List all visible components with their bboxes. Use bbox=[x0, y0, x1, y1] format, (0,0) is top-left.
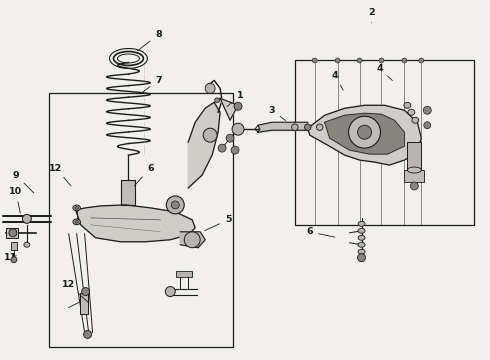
Text: 8: 8 bbox=[138, 30, 162, 51]
Circle shape bbox=[402, 58, 407, 63]
Ellipse shape bbox=[75, 207, 78, 209]
Text: 1: 1 bbox=[227, 91, 244, 107]
Ellipse shape bbox=[23, 214, 31, 223]
Polygon shape bbox=[308, 105, 421, 165]
Text: 11: 11 bbox=[4, 253, 18, 262]
Text: 9: 9 bbox=[13, 171, 34, 193]
Circle shape bbox=[379, 58, 384, 63]
Polygon shape bbox=[325, 113, 404, 154]
Ellipse shape bbox=[73, 219, 80, 225]
Circle shape bbox=[11, 257, 17, 263]
Ellipse shape bbox=[317, 124, 323, 130]
Ellipse shape bbox=[358, 249, 365, 254]
Circle shape bbox=[410, 182, 418, 190]
Bar bbox=[122, 180, 135, 205]
Ellipse shape bbox=[24, 242, 30, 247]
Ellipse shape bbox=[304, 124, 311, 130]
Ellipse shape bbox=[408, 109, 415, 115]
Bar bbox=[176, 271, 192, 276]
Polygon shape bbox=[188, 102, 220, 188]
Circle shape bbox=[172, 201, 179, 209]
Ellipse shape bbox=[412, 117, 419, 123]
Circle shape bbox=[335, 58, 340, 63]
Circle shape bbox=[203, 128, 217, 142]
Ellipse shape bbox=[404, 102, 411, 108]
Circle shape bbox=[423, 106, 431, 114]
Circle shape bbox=[348, 116, 380, 148]
Polygon shape bbox=[220, 98, 238, 120]
Text: 4: 4 bbox=[331, 71, 343, 90]
Text: 6: 6 bbox=[134, 163, 154, 186]
Ellipse shape bbox=[118, 54, 140, 63]
Circle shape bbox=[226, 134, 234, 142]
Text: 5: 5 bbox=[205, 215, 231, 231]
Text: 7: 7 bbox=[141, 76, 162, 94]
Ellipse shape bbox=[358, 235, 365, 240]
Ellipse shape bbox=[407, 167, 421, 173]
Text: 3: 3 bbox=[269, 106, 286, 121]
Text: 10: 10 bbox=[9, 188, 23, 213]
Ellipse shape bbox=[358, 221, 365, 226]
Bar bbox=[80, 293, 88, 315]
Circle shape bbox=[82, 288, 90, 296]
Text: 6: 6 bbox=[306, 227, 335, 237]
Polygon shape bbox=[75, 205, 195, 242]
Circle shape bbox=[205, 84, 215, 93]
Text: 4: 4 bbox=[376, 64, 392, 81]
Circle shape bbox=[184, 232, 200, 248]
Ellipse shape bbox=[358, 228, 365, 233]
Circle shape bbox=[419, 58, 424, 63]
Circle shape bbox=[232, 123, 244, 135]
Circle shape bbox=[231, 146, 239, 154]
Bar bbox=[407, 142, 421, 170]
Circle shape bbox=[358, 254, 366, 262]
Bar bbox=[295, 60, 474, 225]
Circle shape bbox=[357, 58, 362, 63]
Circle shape bbox=[218, 144, 226, 152]
Polygon shape bbox=[180, 232, 205, 248]
Circle shape bbox=[215, 98, 220, 103]
Bar bbox=[404, 170, 424, 182]
Circle shape bbox=[165, 287, 175, 297]
Circle shape bbox=[312, 58, 317, 63]
Ellipse shape bbox=[358, 242, 365, 247]
Bar bbox=[11, 242, 17, 250]
Ellipse shape bbox=[73, 205, 80, 211]
Bar bbox=[49, 93, 233, 347]
Text: 2: 2 bbox=[368, 8, 375, 23]
Circle shape bbox=[84, 330, 92, 338]
Circle shape bbox=[234, 102, 242, 110]
Text: 12: 12 bbox=[62, 280, 89, 303]
Circle shape bbox=[166, 196, 184, 214]
Circle shape bbox=[9, 229, 17, 237]
Ellipse shape bbox=[292, 124, 298, 130]
Ellipse shape bbox=[75, 220, 78, 223]
Bar bbox=[6, 228, 18, 238]
Text: 12: 12 bbox=[49, 163, 71, 186]
Circle shape bbox=[424, 122, 431, 129]
Circle shape bbox=[358, 125, 371, 139]
